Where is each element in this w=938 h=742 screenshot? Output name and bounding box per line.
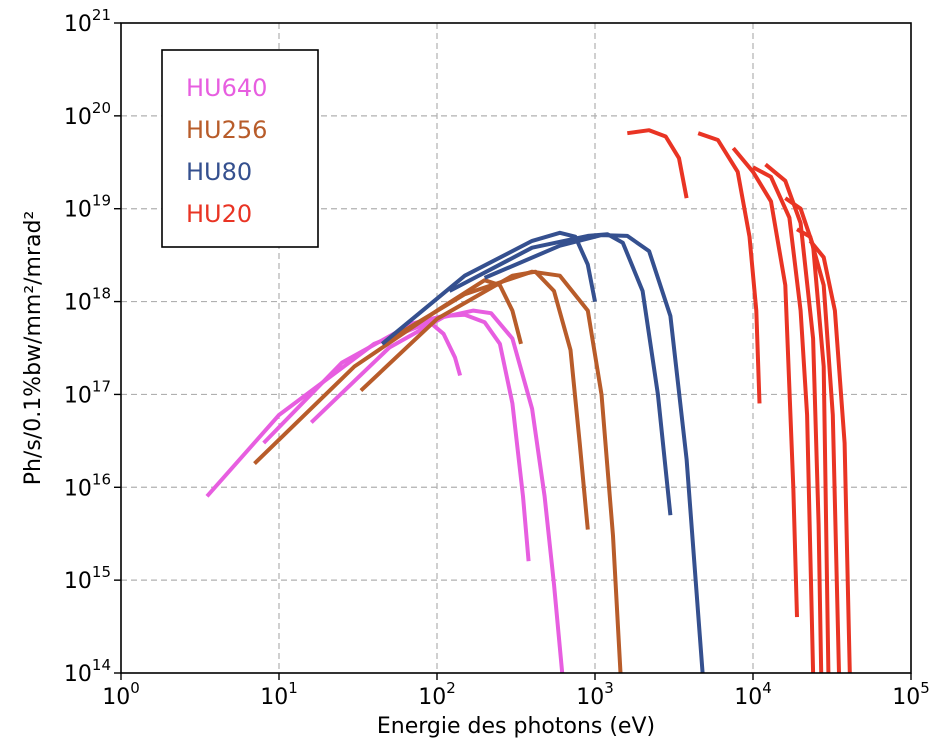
legend-entry: HU640 [186, 74, 267, 102]
x-tick-label: 105 [892, 679, 930, 710]
x-axis-ticks: 100 101 102 103 104 105 [102, 673, 930, 710]
y-tick-label: 1014 [64, 656, 111, 687]
y-axis-ticks: 1014 1015 1016 1017 1018 1019 1020 1021 [64, 6, 121, 687]
series-curve [448, 232, 673, 516]
series-curve [483, 233, 705, 673]
series-curve [808, 239, 852, 673]
legend-entry: HU256 [186, 116, 267, 144]
series-curve [752, 165, 816, 673]
x-tick-label: 102 [418, 679, 456, 710]
series-curve [381, 269, 623, 673]
series-curve [796, 227, 841, 673]
series-curve [359, 269, 590, 530]
x-tick-label: 101 [260, 679, 298, 710]
x-tick-label: 100 [102, 679, 140, 710]
series-curve [309, 308, 565, 673]
series-curve [764, 162, 824, 673]
series-curve [380, 230, 597, 346]
series-hu640 [205, 308, 565, 673]
series-curve [262, 312, 531, 562]
series-hu20 [627, 128, 852, 673]
data-curves [205, 128, 852, 673]
x-axis-label: Energie des photons (eV) [377, 714, 655, 739]
y-tick-label: 1016 [64, 470, 111, 501]
y-tick-label: 1021 [64, 6, 111, 37]
x-tick-label: 104 [734, 679, 772, 710]
series-hu256 [253, 269, 623, 673]
legend-entry: HU20 [186, 200, 252, 228]
series-curve [731, 146, 799, 618]
plot-frame [120, 22, 912, 674]
legend: HU640 HU256 HU80 HU20 [161, 49, 319, 248]
y-tick-label: 1020 [64, 99, 111, 130]
series-hu80 [380, 230, 705, 673]
series-curve [253, 278, 523, 466]
series-curve [697, 131, 762, 404]
y-axis-label: Ph/s/0.1%bw/mm²/mrad² [21, 211, 46, 486]
legend-entry: HU80 [186, 158, 252, 186]
y-tick-label: 1015 [64, 563, 111, 594]
y-tick-label: 1017 [64, 377, 111, 408]
y-tick-label: 1019 [64, 192, 111, 223]
y-tick-label: 1018 [64, 285, 111, 316]
series-curve [627, 128, 689, 199]
series-curve [205, 320, 463, 498]
x-tick-label: 103 [576, 679, 614, 710]
legend-box [161, 49, 319, 248]
